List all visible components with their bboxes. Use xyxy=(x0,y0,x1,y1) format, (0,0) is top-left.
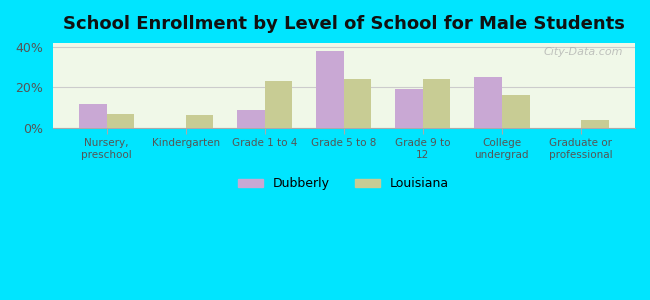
Bar xyxy=(265,81,292,128)
Bar xyxy=(186,115,213,128)
Legend: Dubberly, Louisiana: Dubberly, Louisiana xyxy=(233,172,454,195)
Bar xyxy=(237,110,265,128)
Bar xyxy=(422,79,450,128)
Text: City-Data.com: City-Data.com xyxy=(544,47,623,57)
Bar xyxy=(316,51,344,128)
Bar xyxy=(344,79,371,128)
Bar xyxy=(474,77,502,128)
Bar xyxy=(581,120,608,128)
Bar xyxy=(79,103,107,128)
Bar xyxy=(395,89,422,128)
Bar xyxy=(502,95,530,128)
Bar xyxy=(107,114,135,128)
Title: School Enrollment by Level of School for Male Students: School Enrollment by Level of School for… xyxy=(63,15,625,33)
